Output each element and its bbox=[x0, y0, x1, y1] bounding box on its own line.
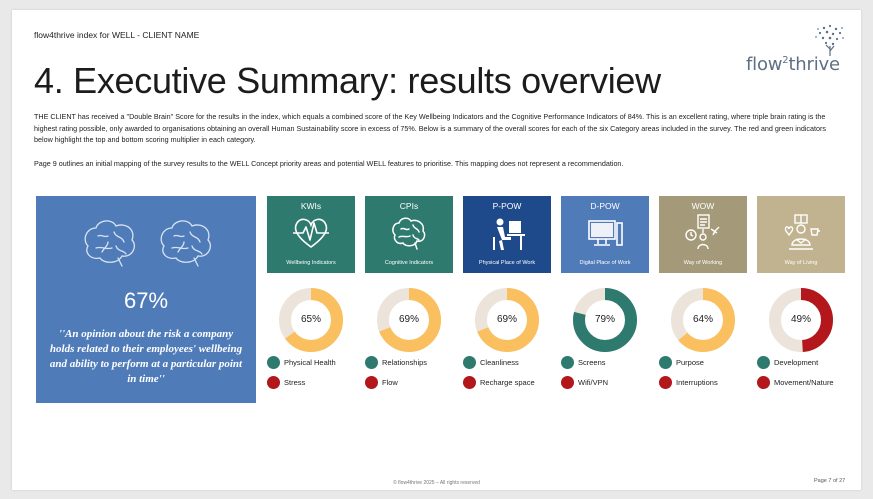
heart-pulse-icon bbox=[293, 218, 329, 248]
desk-worker-icon bbox=[493, 218, 525, 250]
summary-paragraph: THE CLIENT has received a "Double Brain"… bbox=[34, 112, 826, 144]
top-multiplier: Purpose bbox=[676, 358, 704, 367]
category-title: WOW bbox=[691, 201, 715, 211]
computer-icon bbox=[588, 220, 623, 246]
category-way-of-living: Way of Living bbox=[757, 196, 845, 273]
brains-icon bbox=[84, 220, 212, 267]
donut-percent: 64% bbox=[692, 314, 713, 325]
red-indicator-dot bbox=[463, 376, 476, 389]
top-multiplier: Screens bbox=[578, 358, 606, 367]
workflow-icon bbox=[685, 214, 720, 250]
donut-percent: 69% bbox=[398, 314, 419, 325]
bottom-multiplier: Flow bbox=[382, 378, 398, 387]
score-donut: 69% bbox=[475, 288, 539, 352]
bottom-multiplier: Movement/Nature bbox=[774, 378, 834, 387]
bottom-multiplier: Recharge space bbox=[480, 378, 535, 387]
category-title: KWIs bbox=[300, 201, 322, 211]
category-wow: WOW Way of Working bbox=[659, 196, 747, 273]
red-indicator-dot bbox=[757, 376, 770, 389]
score-donut: 65% bbox=[279, 288, 343, 352]
bottom-multiplier: Interruptions bbox=[676, 378, 718, 387]
bottom-multiplier: Wifi/VPN bbox=[578, 378, 608, 387]
logo-tree-icon bbox=[815, 24, 844, 56]
green-indicator-dot bbox=[561, 356, 574, 369]
top-multiplier: Cleanliness bbox=[480, 358, 519, 367]
green-indicator-dot bbox=[659, 356, 672, 369]
top-multiplier: Development bbox=[774, 358, 819, 367]
score-donut: 69% bbox=[377, 288, 441, 352]
donut-percent: 65% bbox=[300, 314, 321, 325]
category-subtitle: Way of Living bbox=[784, 260, 818, 266]
donut-arc bbox=[377, 288, 441, 352]
wellbeing-person-icon bbox=[784, 214, 820, 250]
score-donut: 64% bbox=[671, 288, 735, 352]
category-subtitle: Wellbeing Indicators bbox=[286, 260, 336, 266]
donut-arc bbox=[769, 288, 833, 352]
donut-percent: 69% bbox=[496, 314, 517, 325]
category-subtitle: Cognitive Indicators bbox=[384, 260, 434, 266]
donut-arc bbox=[573, 288, 637, 352]
score-donut: 49% bbox=[769, 288, 833, 352]
category-subtitle: Physical Place of Work bbox=[478, 260, 536, 266]
donut-arc bbox=[475, 288, 539, 352]
bottom-multiplier: Stress bbox=[284, 378, 306, 387]
donut-percent: 79% bbox=[594, 314, 615, 325]
slide: flow4thrive index for WELL - CLIENT NAME… bbox=[12, 10, 861, 490]
category-title: D-POW bbox=[590, 201, 620, 211]
mapping-note: Page 9 outlines an initial mapping of th… bbox=[34, 159, 624, 168]
header-label: flow4thrive index for WELL - CLIENT NAME bbox=[34, 30, 200, 40]
category-title: CPIs bbox=[399, 201, 419, 211]
category-p-pow: P-POW Physical Place of Work bbox=[463, 196, 551, 273]
category-subtitle: Digital Place of Work bbox=[579, 260, 631, 266]
overall-percent: 67% bbox=[123, 288, 169, 313]
page-title: 4. Executive Summary: results overview bbox=[34, 60, 661, 101]
overall-quote: ''An opinion about the risk a company ho… bbox=[49, 328, 243, 385]
score-donut: 79% bbox=[573, 288, 637, 352]
red-indicator-dot bbox=[365, 376, 378, 389]
category-d-pow: D-POW Digital Place of Work bbox=[561, 196, 649, 273]
page-number: Page 7 of 27 bbox=[814, 478, 846, 484]
top-multiplier: Relationships bbox=[382, 358, 428, 367]
red-indicator-dot bbox=[561, 376, 574, 389]
category-kwis: KWIs Wellbeing Indicators bbox=[267, 196, 355, 273]
brain-icon bbox=[392, 217, 426, 250]
red-indicator-dot bbox=[267, 376, 280, 389]
donut-arc bbox=[671, 288, 735, 352]
donut-arc bbox=[279, 288, 343, 352]
donut-percent: 49% bbox=[790, 314, 811, 325]
logo-text: flow2thrive bbox=[746, 54, 840, 75]
green-indicator-dot bbox=[463, 356, 476, 369]
category-cpis: CPIs Cognitive Indicators bbox=[365, 196, 453, 273]
category-subtitle: Way of Working bbox=[683, 260, 723, 266]
footer-copyright: © flow4thrive 2025 – All rights reserved bbox=[393, 480, 480, 486]
green-indicator-dot bbox=[757, 356, 770, 369]
category-title: P-POW bbox=[492, 201, 522, 211]
top-multiplier: Physical Health bbox=[284, 358, 336, 367]
green-indicator-dot bbox=[267, 356, 280, 369]
overall-score-panel: 67% ''An opinion about the risk a compan… bbox=[36, 196, 256, 403]
red-indicator-dot bbox=[659, 376, 672, 389]
green-indicator-dot bbox=[365, 356, 378, 369]
